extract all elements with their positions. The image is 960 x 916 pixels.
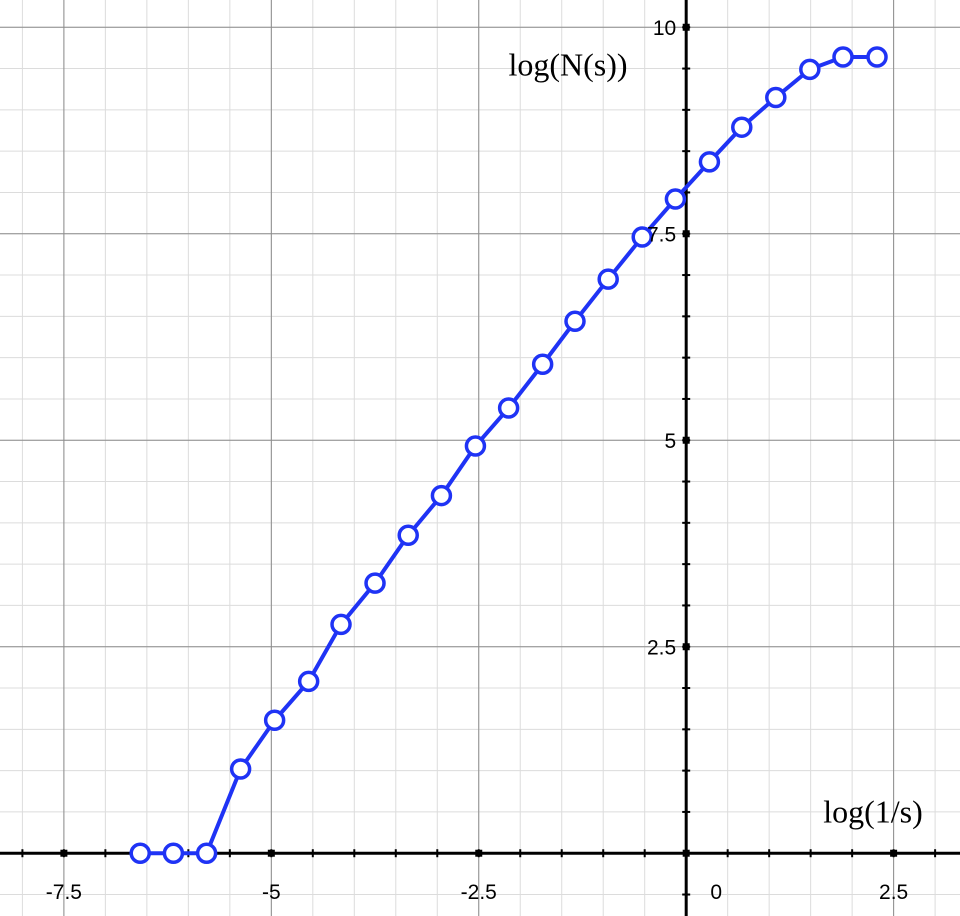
- data-point: [698, 151, 721, 173]
- x-tick-label: -2.5: [461, 881, 497, 904]
- data-point: [464, 435, 487, 457]
- data-point: [129, 842, 151, 864]
- data-point: [330, 613, 352, 636]
- y-tick-label: 2.5: [647, 636, 676, 659]
- data-point: [263, 709, 286, 731]
- x-tick-label: 2.5: [879, 881, 908, 904]
- y-tick-label: 10: [653, 17, 676, 40]
- data-point: [162, 842, 185, 864]
- data-point: [664, 188, 687, 210]
- y-tick-label: 7.5: [647, 223, 676, 246]
- data-point: [597, 268, 619, 290]
- data-point: [297, 670, 320, 693]
- data-point: [799, 58, 821, 81]
- data-point: [430, 484, 453, 507]
- data-point: [832, 46, 854, 68]
- plot-area: [129, 46, 888, 864]
- data-point: [397, 524, 419, 546]
- data-point: [531, 353, 554, 376]
- x-tick-label: -5: [262, 881, 281, 904]
- y-tick-label: 5: [665, 430, 677, 453]
- x-tick-label: 0: [710, 881, 722, 904]
- y-axis-label: log(N(s)): [508, 46, 627, 82]
- data-point: [364, 572, 386, 594]
- data-point: [866, 46, 888, 68]
- data-point: [195, 842, 218, 864]
- data-point: [497, 397, 520, 419]
- x-tick-label: -7.5: [46, 881, 82, 904]
- labels: log(N(s)) log(1/s) -7.5 -5 -2.5 0 2.5 2.5 5 7.5…: [46, 17, 923, 904]
- data-point: [765, 86, 787, 109]
- data-point: [564, 310, 586, 333]
- x-axis-label: log(1/s): [823, 793, 923, 829]
- data-point: [731, 116, 753, 138]
- data-point: [631, 226, 653, 248]
- series-line: [140, 54, 878, 856]
- data-point: [229, 758, 252, 780]
